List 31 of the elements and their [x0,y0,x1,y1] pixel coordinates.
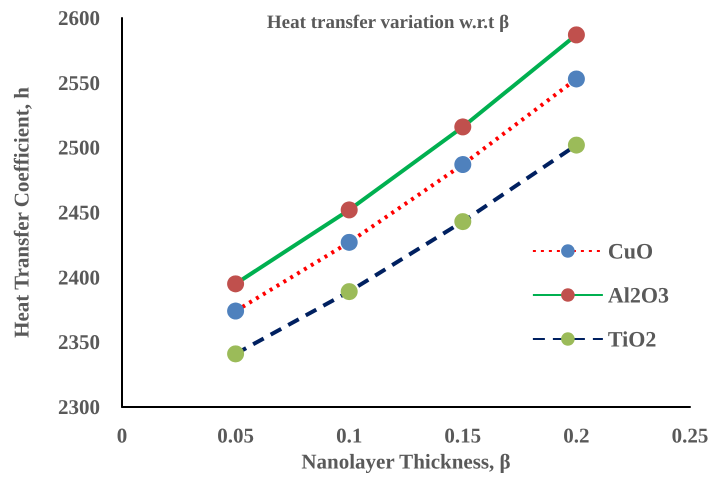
x-tick-label: 0 [116,424,128,448]
point [227,275,244,292]
legend-label: TiO2 [608,326,656,352]
y-tick-label: 2550 [58,70,100,95]
point [227,345,244,362]
point [568,136,585,154]
point [340,283,358,300]
legend-label: Al2O3 [608,282,670,308]
y-tick-label: 2500 [58,136,100,160]
x-tick-label: 0.2 [563,424,590,448]
x-axis-title: Nanolayer Thickness, β [301,449,511,474]
point [340,234,358,251]
chart-title: Heat transfer variation w.r.t β [266,12,510,33]
point [454,118,472,136]
x-tick-label: 0.15 [444,424,482,448]
point [454,156,472,174]
x-tick-label: 0.25 [672,424,708,448]
y-tick-label: 2300 [58,395,100,419]
x-tick-label: 0.1 [336,424,362,448]
point [568,26,585,44]
point [568,70,585,88]
x-tick-label: 0.05 [217,424,254,448]
point [454,213,472,230]
y-tick-label: 2600 [58,6,100,30]
y-axis-title: Heat Transfer Coefficient, h [10,86,34,338]
y-tick-label: 2400 [58,265,100,290]
point [227,302,244,320]
legend-label: CuO [608,238,654,264]
point [340,201,358,218]
y-tick-label: 2350 [58,330,100,354]
y-tick-label: 2450 [58,200,100,224]
